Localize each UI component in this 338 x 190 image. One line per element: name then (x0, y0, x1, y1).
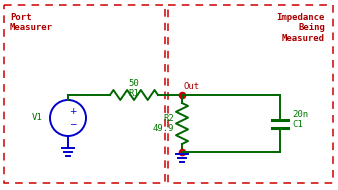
Text: 20n
C1: 20n C1 (292, 110, 308, 129)
Bar (168, 5, 333, 183)
Text: V1: V1 (31, 113, 42, 123)
Text: Impedance
Being
Measured: Impedance Being Measured (276, 13, 325, 43)
Text: −: − (69, 120, 77, 128)
Text: Port
Measurer: Port Measurer (10, 13, 53, 32)
Text: +: + (69, 108, 77, 116)
Text: Out: Out (184, 82, 200, 91)
Bar (4, 5, 165, 183)
Text: 50
R1: 50 R1 (129, 79, 139, 98)
Text: R2
49.9: R2 49.9 (152, 114, 174, 133)
